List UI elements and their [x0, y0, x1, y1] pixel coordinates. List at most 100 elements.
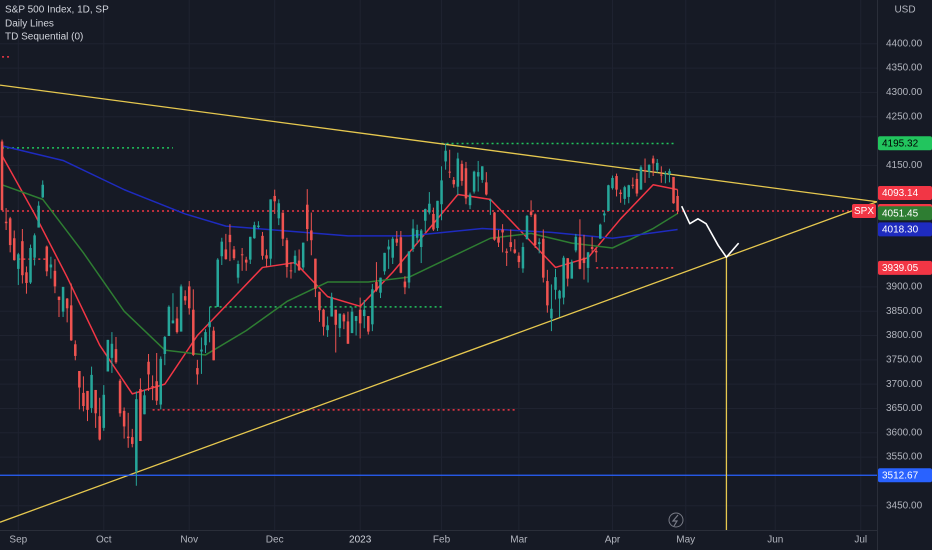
candle-body: [147, 361, 150, 375]
candle-body: [102, 394, 106, 428]
price-tag: [878, 260, 932, 275]
y-tick-label: 4400.00: [886, 38, 923, 49]
candle-body: [639, 167, 643, 190]
candle-body: [676, 195, 679, 212]
candle-body: [456, 158, 460, 187]
candle-body: [33, 235, 36, 258]
candle-body: [542, 238, 545, 278]
candle-body: [476, 172, 480, 177]
candle-body: [228, 234, 232, 243]
y-tick-label: 3600.00: [886, 427, 923, 438]
candle-body: [419, 230, 423, 248]
sketch-path: [680, 205, 740, 259]
chart-title: S&P 500 Index, 1D, SP: [5, 5, 109, 16]
x-tick-label: Oct: [96, 535, 112, 546]
candle-body: [546, 281, 549, 306]
candle-body: [517, 255, 521, 263]
candle-body: [12, 238, 16, 261]
candle-body: [660, 174, 663, 176]
candle-body: [362, 309, 366, 317]
candle-body: [411, 228, 415, 249]
price-tag-label: 4018.30: [882, 224, 919, 235]
y-tick-label: 4250.00: [886, 111, 923, 122]
candle-body: [29, 247, 32, 283]
candle-body: [277, 203, 281, 219]
price-tag-label: 4093.14: [882, 188, 919, 199]
candle-body: [269, 199, 272, 259]
candle-body: [244, 259, 248, 263]
candle-body: [383, 252, 386, 272]
candle-body: [240, 254, 244, 256]
candle-body: [208, 321, 211, 328]
candle-body: [615, 176, 618, 190]
y-tick-label: 3900.00: [886, 282, 923, 293]
candle-body: [672, 176, 675, 204]
indicator: Daily Lines: [5, 19, 54, 30]
candle-body: [310, 230, 313, 241]
candle-body: [464, 168, 468, 199]
candle-body: [570, 262, 574, 279]
candle-body: [232, 249, 236, 259]
indicator: TD Sequential (0): [5, 32, 83, 43]
candle-body: [257, 225, 260, 228]
candle-body: [550, 308, 553, 319]
candle-body: [448, 171, 451, 173]
trend-line: [0, 201, 878, 523]
candle-body: [216, 259, 219, 307]
candle-body: [236, 264, 240, 278]
candle-body: [395, 238, 399, 243]
candle-body: [220, 241, 224, 257]
candle-body: [212, 330, 215, 361]
candle-body: [253, 225, 256, 239]
candle-body: [599, 224, 602, 239]
candle-body: [0, 141, 4, 211]
candle-body: [586, 252, 590, 268]
y-tick-label: 4300.00: [886, 87, 923, 98]
candle-body: [305, 204, 309, 230]
candle-body: [631, 184, 635, 186]
candle-body: [582, 257, 586, 264]
candle-body: [655, 162, 659, 171]
price-tag: [878, 222, 932, 237]
candle-body: [21, 241, 24, 276]
y-tick-label: 3550.00: [886, 452, 923, 463]
candle-body: [415, 229, 419, 238]
candle-body: [346, 321, 350, 344]
candle-body: [261, 235, 264, 256]
candle-body: [643, 170, 647, 172]
candle-body: [651, 158, 655, 164]
price-tag: [878, 136, 932, 151]
candle-body: [151, 386, 154, 388]
symbol-tag: [852, 204, 876, 219]
candle-body: [175, 318, 179, 333]
candle-body: [403, 281, 407, 288]
candle-body: [424, 209, 427, 221]
candle-body: [603, 213, 606, 216]
candle-body: [452, 179, 456, 185]
candle-body: [505, 251, 508, 253]
candle-body: [367, 316, 370, 332]
candle-body: [501, 229, 504, 233]
x-tick-label: Dec: [266, 535, 284, 546]
candle-body: [578, 237, 582, 269]
candle-body: [387, 246, 390, 250]
price-tag: [878, 185, 932, 200]
candle-body: [590, 247, 594, 249]
candle-body: [17, 254, 20, 269]
candle-body: [65, 298, 69, 309]
candle-body: [41, 184, 44, 198]
candle-body: [627, 185, 631, 197]
candle-body: [126, 436, 130, 439]
candle-body: [4, 221, 8, 224]
event-icon[interactable]: [668, 512, 684, 528]
candle-body: [562, 257, 565, 298]
candle-body: [249, 236, 252, 260]
candle-body: [668, 171, 671, 175]
candle-body: [143, 395, 146, 415]
x-tick-label: Mar: [510, 535, 528, 546]
candle-body: [196, 368, 199, 375]
candle-body: [297, 260, 301, 271]
x-tick-label: Jul: [854, 535, 867, 546]
candle-body: [78, 371, 81, 388]
candle-body: [110, 343, 114, 358]
